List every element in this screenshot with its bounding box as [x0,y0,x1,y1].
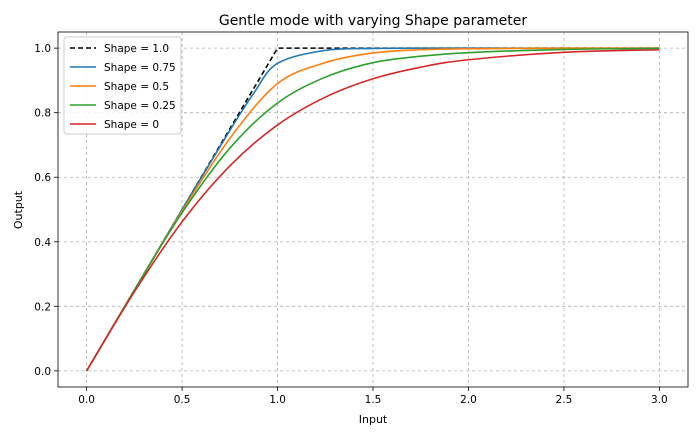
y-tick-label: 0.2 [34,301,51,313]
x-tick-label: 2.0 [460,394,477,406]
y-tick-label: 0.4 [34,237,51,249]
x-tick-label: 2.5 [556,394,573,406]
x-tick-label: 1.5 [365,394,382,406]
y-tick-label: 1.0 [34,43,51,55]
y-tick-label: 0.6 [34,172,51,184]
legend-label: Shape = 0.25 [104,100,176,112]
y-tick-label: 0.8 [34,108,51,120]
legend: Shape = 1.0 Shape = 0.75 Shape = 0.5 Shape … [63,36,182,135]
x-tick-label: 0.5 [174,394,191,406]
y-tick-label: 0.0 [34,366,51,378]
chart-title: Gentle mode with varying Shape parameter [219,13,528,29]
x-tick-label: 0.0 [78,394,95,406]
x-tick-label: 3.0 [651,394,668,406]
legend-label: Shape = 1.0 [104,43,169,55]
series-line-3 [85,47,660,372]
x-axis-label: Input [359,413,388,426]
series-line-4 [85,48,660,372]
legend-label: Shape = 0.75 [104,62,176,74]
x-tick-label: 1.0 [269,394,286,406]
legend-label: Shape = 0 [104,119,159,131]
legend-box [63,36,182,135]
y-axis-label: Output [12,190,25,229]
legend-label: Shape = 0.5 [104,81,169,93]
